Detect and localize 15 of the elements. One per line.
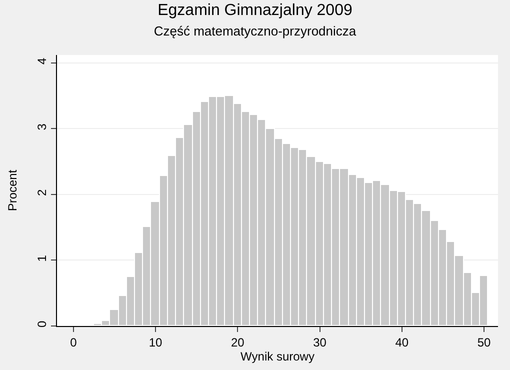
y-tick-label: 4: [35, 57, 50, 64]
chart-title: Egzamin Gimnazjalny 2009: [158, 2, 352, 19]
chart-subtitle: Część matematyczno-przyrodnicza: [154, 24, 357, 39]
y-tick-label: 1: [35, 254, 50, 262]
x-tick-label: 10: [148, 335, 163, 350]
x-axis-title: Wynik surowy: [240, 349, 314, 364]
x-tick-label: 30: [313, 335, 327, 350]
y-tick-label: 2: [35, 188, 50, 196]
y-tick-label: 3: [35, 123, 50, 130]
y-tick-label: 0: [35, 320, 50, 328]
x-tick-label: 40: [395, 335, 409, 350]
y-axis-title: Procent: [6, 169, 20, 212]
x-tick-label: 50: [477, 335, 492, 350]
x-tick-label: 0: [70, 335, 78, 350]
x-tick-label: 20: [230, 335, 245, 350]
